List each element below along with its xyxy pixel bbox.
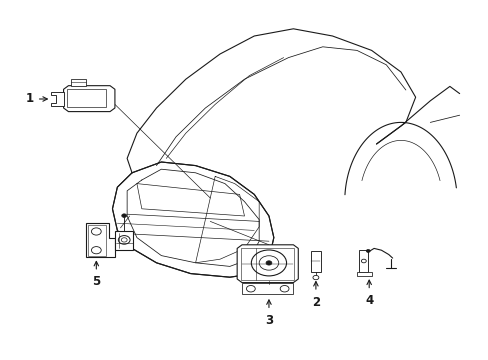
Circle shape <box>265 261 271 265</box>
Polygon shape <box>237 245 298 283</box>
Polygon shape <box>115 231 133 250</box>
Circle shape <box>91 247 101 254</box>
Polygon shape <box>85 223 115 257</box>
Polygon shape <box>356 272 371 276</box>
Circle shape <box>246 285 255 292</box>
Polygon shape <box>242 283 293 294</box>
Circle shape <box>91 228 101 235</box>
Text: 1: 1 <box>26 93 34 105</box>
Polygon shape <box>112 162 273 277</box>
Polygon shape <box>51 92 63 106</box>
Polygon shape <box>71 79 85 86</box>
Circle shape <box>312 275 318 280</box>
Polygon shape <box>359 250 367 272</box>
Circle shape <box>259 256 278 270</box>
Circle shape <box>118 235 130 244</box>
Polygon shape <box>88 225 106 256</box>
Polygon shape <box>241 248 294 280</box>
Text: 5: 5 <box>92 275 100 288</box>
Polygon shape <box>63 86 115 112</box>
Polygon shape <box>67 89 106 107</box>
Circle shape <box>122 214 126 217</box>
Text: 2: 2 <box>311 296 319 309</box>
Circle shape <box>361 259 366 263</box>
Polygon shape <box>310 251 321 272</box>
Text: 4: 4 <box>365 294 372 307</box>
Circle shape <box>366 249 369 252</box>
Circle shape <box>280 285 288 292</box>
Text: 3: 3 <box>264 314 272 327</box>
Circle shape <box>121 238 127 242</box>
Circle shape <box>251 250 286 276</box>
